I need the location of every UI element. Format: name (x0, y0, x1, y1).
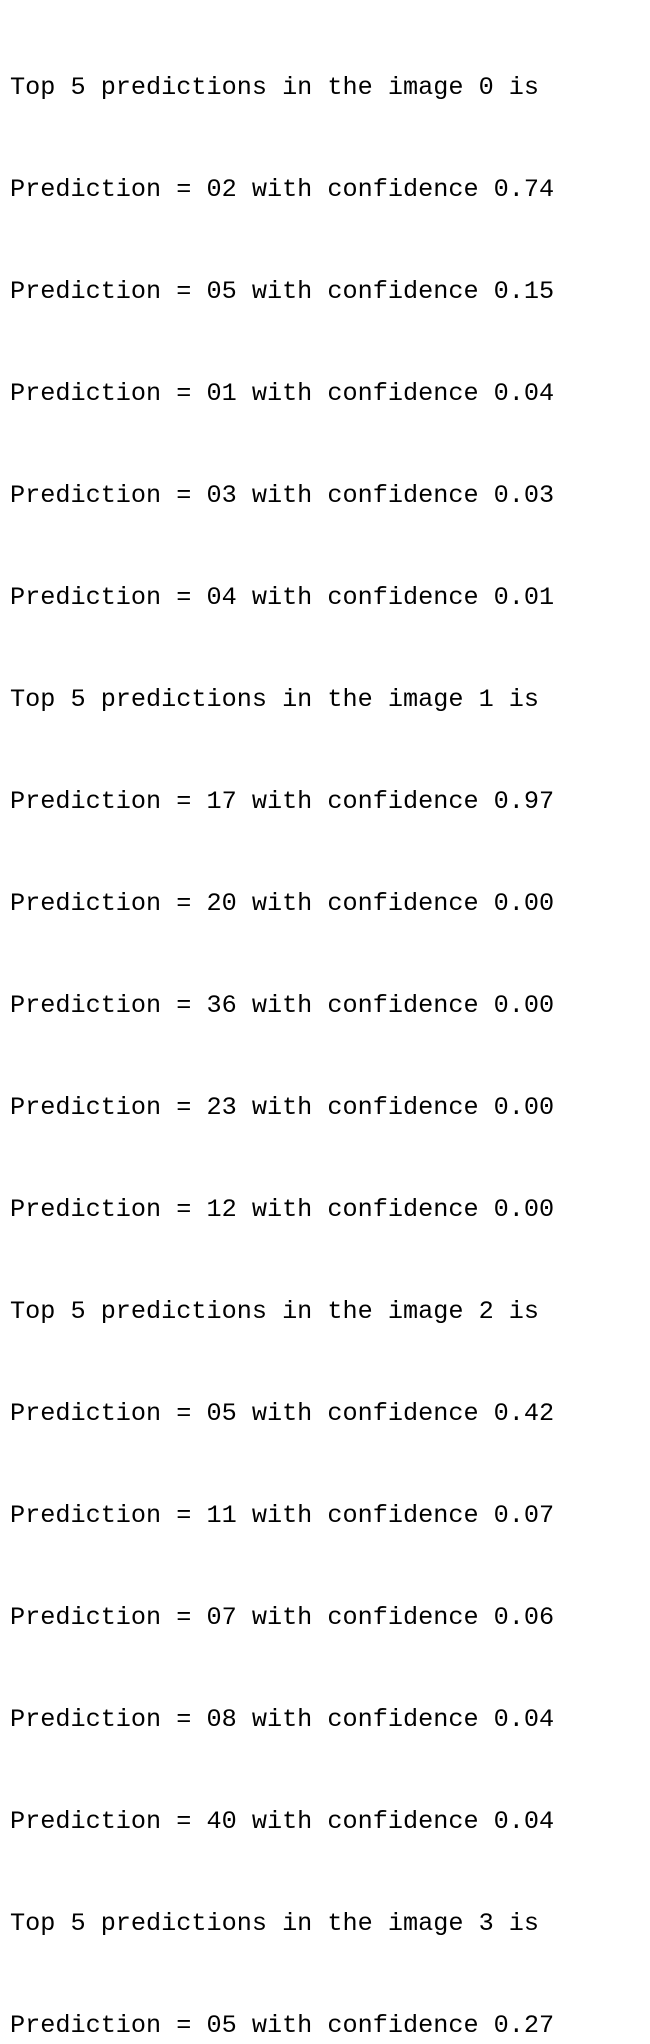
console-output: Top 5 predictions in the image 0 is Pred… (10, 3, 650, 2044)
prediction-line: Prediction = 02 with confidence 0.74 (10, 175, 555, 204)
prediction-line: Prediction = 17 with confidence 0.97 (10, 787, 555, 816)
prediction-line: Prediction = 20 with confidence 0.00 (10, 889, 555, 918)
prediction-line: Prediction = 01 with confidence 0.04 (10, 379, 555, 408)
prediction-line: Prediction = 05 with confidence 0.27 (10, 2011, 555, 2040)
image-3-header: Top 5 predictions in the image 3 is (10, 1909, 540, 1938)
prediction-line: Prediction = 04 with confidence 0.01 (10, 583, 555, 612)
prediction-line: Prediction = 07 with confidence 0.06 (10, 1603, 555, 1632)
prediction-line: Prediction = 11 with confidence 0.07 (10, 1501, 555, 1530)
prediction-line: Prediction = 40 with confidence 0.04 (10, 1807, 555, 1836)
prediction-line: Prediction = 05 with confidence 0.15 (10, 277, 555, 306)
prediction-line: Prediction = 03 with confidence 0.03 (10, 481, 555, 510)
prediction-line: Prediction = 05 with confidence 0.42 (10, 1399, 555, 1428)
image-1-header: Top 5 predictions in the image 1 is (10, 685, 540, 714)
prediction-line: Prediction = 36 with confidence 0.00 (10, 991, 555, 1020)
prediction-line: Prediction = 08 with confidence 0.04 (10, 1705, 555, 1734)
prediction-line: Prediction = 12 with confidence 0.00 (10, 1195, 555, 1224)
prediction-line: Prediction = 23 with confidence 0.00 (10, 1093, 555, 1122)
image-2-header: Top 5 predictions in the image 2 is (10, 1297, 540, 1326)
image-0-header: Top 5 predictions in the image 0 is (10, 73, 540, 102)
